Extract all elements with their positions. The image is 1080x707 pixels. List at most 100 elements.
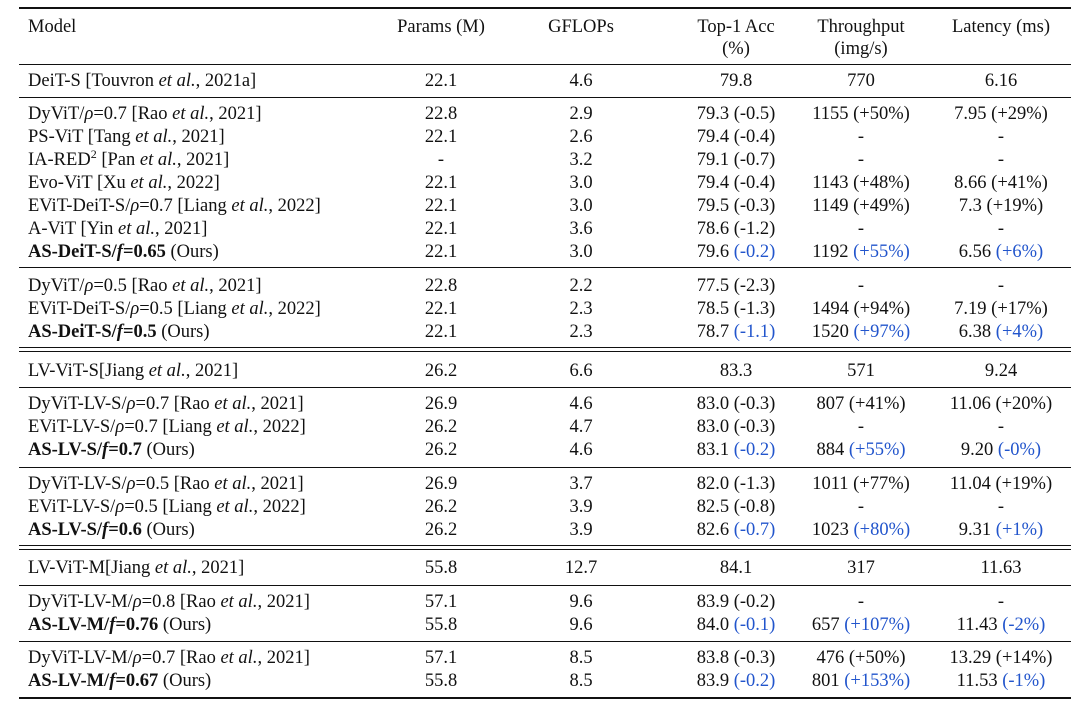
params-cell: 57.1 bbox=[424, 648, 458, 668]
top1-cell-delta: (-0.2) bbox=[733, 440, 776, 460]
throughput-cell-value: 770 bbox=[847, 71, 875, 91]
model-name-part: , 2021] bbox=[185, 361, 239, 381]
latency-cell-value: 13.29 (+14%) bbox=[949, 648, 1053, 668]
model-name: AS-LV-S/f=0.7 (Ours) bbox=[28, 439, 195, 462]
table-row: EViT-DeiT-S/ρ=0.7 [Liang et al., 2022] 22… bbox=[19, 195, 1071, 218]
model-name-part: , 2021a] bbox=[195, 71, 257, 91]
latency-cell-value: 9.24 bbox=[984, 361, 1018, 381]
top1-cell: 78.5 (-1.3) bbox=[671, 298, 801, 321]
model-name-part: =0.5 [Liang bbox=[139, 299, 232, 319]
group-rule bbox=[19, 267, 1071, 268]
model-name-part: AS-DeiT-S/ bbox=[28, 322, 117, 342]
latency-cell: 11.63 bbox=[941, 557, 1061, 580]
params-cell: 57.1 bbox=[424, 592, 458, 612]
citation-etal: et al. bbox=[118, 219, 156, 239]
model-name-symbol: ρ bbox=[130, 196, 140, 216]
top1-cell-delta: (-0.2) bbox=[733, 671, 776, 691]
top1-cell-value: 83.3 bbox=[719, 361, 753, 381]
model-name-part: DeiT-S [Touvron bbox=[28, 71, 159, 91]
section-rule bbox=[19, 347, 1071, 348]
gflops-cell: 4.6 bbox=[569, 394, 593, 414]
header-top1-line1: Top-1 Acc bbox=[697, 17, 775, 37]
model-name: DyViT-LV-M/ρ=0.7 [Rao et al., 2021] bbox=[28, 647, 310, 670]
model-name-part: A-ViT [Yin bbox=[28, 219, 119, 239]
top1-cell: 82.6 (-0.7) bbox=[671, 519, 801, 542]
model-name-bold: AS-LV-M/f=0.76 bbox=[28, 615, 158, 635]
latency-cell: 11.53 (-1%) bbox=[941, 670, 1061, 693]
latency-cell-value: - bbox=[997, 219, 1005, 239]
latency-cell: 11.06 (+20%) bbox=[941, 393, 1061, 416]
throughput-cell-value: - bbox=[857, 276, 865, 296]
model-name-symbol: ρ bbox=[126, 474, 136, 494]
latency-cell-delta: (-0%) bbox=[997, 440, 1042, 460]
latency-cell: - bbox=[941, 416, 1061, 439]
model-name-bold: AS-DeiT-S/f=0.5 bbox=[28, 322, 157, 342]
gflops-cell: 2.2 bbox=[569, 276, 593, 296]
model-name-part: , 2021] bbox=[251, 394, 304, 414]
latency-cell: 9.20 (-0%) bbox=[941, 439, 1061, 462]
latency-cell: 9.24 bbox=[941, 360, 1061, 383]
model-name: PS-ViT [Tang et al., 2021] bbox=[28, 126, 225, 149]
gflops-cell: 3.6 bbox=[569, 219, 593, 239]
model-name-part: =0.7 [Liang bbox=[124, 417, 217, 437]
top1-cell-value: 83.8 (-0.3) bbox=[696, 648, 776, 668]
throughput-cell: 657 (+107%) bbox=[801, 614, 921, 637]
model-name: EViT-DeiT-S/ρ=0.5 [Liang et al., 2022] bbox=[28, 298, 321, 321]
model-name-part: =0.5 bbox=[122, 322, 157, 342]
top1-cell-delta: (-0.7) bbox=[733, 520, 776, 540]
throughput-cell-value: 1520 bbox=[811, 322, 854, 342]
model-name-symbol: f bbox=[109, 615, 116, 635]
top1-cell-value: 78.6 (-1.2) bbox=[696, 219, 776, 239]
throughput-cell-value: 1023 bbox=[811, 520, 854, 540]
table-row: AS-DeiT-S/f=0.65 (Ours) 22.1 3.0 79.6 (-0.2… bbox=[19, 241, 1071, 264]
latency-cell-value: 11.43 bbox=[956, 615, 1003, 635]
model-name-part: , 2021] bbox=[155, 219, 208, 239]
latency-cell-value: 11.63 bbox=[980, 558, 1022, 578]
table-row: DyViT/ρ=0.7 [Rao et al., 2021] 22.8 2.9 79.… bbox=[19, 103, 1071, 126]
top1-cell: 82.0 (-1.3) bbox=[671, 473, 801, 496]
latency-cell-value: - bbox=[997, 497, 1005, 517]
throughput-cell-value: - bbox=[857, 497, 865, 517]
params-cell: 22.1 bbox=[424, 127, 458, 147]
model-name-part: , 2022] bbox=[167, 173, 220, 193]
table-row: AS-LV-M/f=0.76 (Ours) 55.8 9.6 84.0 (-0.1) 6… bbox=[19, 614, 1071, 637]
throughput-cell: - bbox=[801, 126, 921, 149]
model-name-part: DyViT/ bbox=[28, 104, 85, 124]
model-name: DyViT-LV-M/ρ=0.8 [Rao et al., 2021] bbox=[28, 591, 310, 614]
throughput-cell: 1520 (+97%) bbox=[801, 321, 921, 344]
top1-cell: 79.1 (-0.7) bbox=[671, 149, 801, 172]
model-name: IA-RED2 [Pan et al., 2021] bbox=[28, 148, 229, 172]
model-name: EViT-LV-S/ρ=0.5 [Liang et al., 2022] bbox=[28, 496, 306, 519]
table-row: PS-ViT [Tang et al., 2021] 22.1 2.6 79.4 (-… bbox=[19, 126, 1071, 149]
throughput-cell-value: 1011 (+77%) bbox=[812, 474, 910, 494]
params-cell: 22.1 bbox=[424, 173, 458, 193]
top-rule bbox=[19, 7, 1071, 9]
latency-cell-value: - bbox=[997, 276, 1005, 296]
gflops-cell: 3.7 bbox=[569, 474, 593, 494]
top1-cell-value: 82.6 bbox=[696, 520, 734, 540]
table-row: DyViT-LV-M/ρ=0.7 [Rao et al., 2021] 57.1 8… bbox=[19, 647, 1071, 670]
latency-cell-value: 6.16 bbox=[984, 71, 1018, 91]
top1-cell-value: 83.0 (-0.3) bbox=[696, 417, 776, 437]
model-name-part: EViT-DeiT-S/ bbox=[28, 299, 131, 319]
params-cell: - bbox=[437, 150, 445, 170]
throughput-cell: - bbox=[801, 275, 921, 298]
model-name-part: DyViT/ bbox=[28, 276, 85, 296]
throughput-cell: 476 (+50%) bbox=[801, 647, 921, 670]
params-cell: 22.8 bbox=[424, 276, 458, 296]
gflops-cell: 6.6 bbox=[569, 361, 593, 381]
throughput-cell-value: - bbox=[857, 592, 865, 612]
citation-etal: et al. bbox=[220, 648, 258, 668]
model-name-symbol: ρ bbox=[130, 299, 140, 319]
latency-cell: 13.29 (+14%) bbox=[941, 647, 1061, 670]
model-name: DeiT-S [Touvron et al., 2021a] bbox=[28, 70, 256, 93]
throughput-cell: 1494 (+94%) bbox=[801, 298, 921, 321]
group-rule bbox=[19, 387, 1071, 388]
citation-etal: et al. bbox=[216, 417, 254, 437]
table-row: LV-ViT-M[Jiang et al., 2021] 55.8 12.7 84.1… bbox=[19, 557, 1071, 580]
top1-cell: 84.1 bbox=[671, 557, 801, 580]
top1-cell-value: 83.0 (-0.3) bbox=[696, 394, 776, 414]
latency-cell-value: - bbox=[997, 592, 1005, 612]
model-name-part: , 2021] bbox=[257, 592, 310, 612]
model-name-part: , 2021] bbox=[172, 127, 225, 147]
